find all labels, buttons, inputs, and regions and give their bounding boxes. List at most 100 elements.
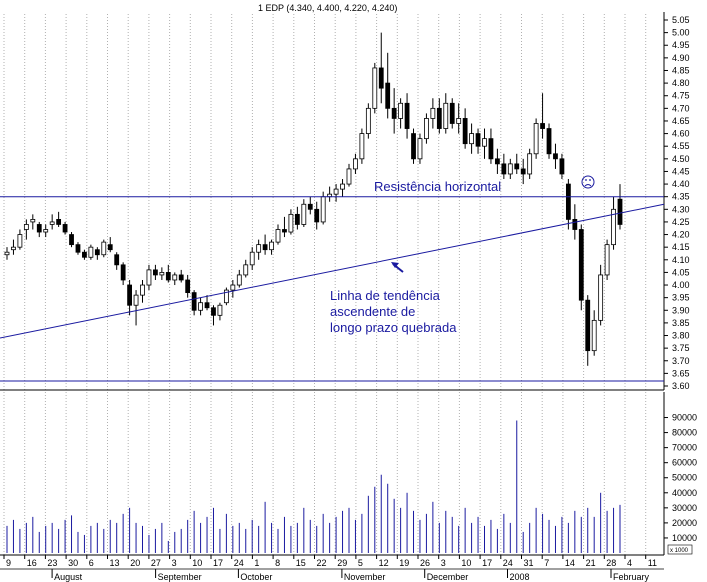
candle-body bbox=[488, 138, 494, 160]
candle-body bbox=[411, 133, 416, 160]
candle-body bbox=[307, 203, 313, 210]
candle-body bbox=[378, 67, 384, 89]
month-label: February bbox=[613, 572, 650, 582]
candle-body bbox=[320, 196, 326, 223]
day-label: 17 bbox=[213, 558, 223, 568]
price-tick-label: 4.60 bbox=[672, 129, 690, 139]
day-label: 16 bbox=[27, 558, 37, 568]
candle-body bbox=[294, 213, 300, 225]
candle-body bbox=[17, 234, 23, 248]
trendline-annotation-line1: Linha de tendência bbox=[330, 288, 441, 303]
day-label: 13 bbox=[110, 558, 120, 568]
candle-body bbox=[494, 158, 500, 165]
candle-body bbox=[482, 138, 487, 147]
candle-body bbox=[198, 302, 203, 311]
month-label: October bbox=[240, 572, 272, 582]
candle-body bbox=[62, 224, 68, 233]
day-label: 23 bbox=[47, 558, 57, 568]
day-label: 3 bbox=[172, 558, 177, 568]
candle-body bbox=[243, 264, 249, 276]
candle-body bbox=[185, 279, 191, 294]
price-tick-label: 3.60 bbox=[672, 381, 690, 391]
price-tick-label: 4.20 bbox=[672, 230, 690, 240]
candle-body bbox=[553, 153, 558, 160]
candle-body bbox=[514, 163, 520, 170]
day-label: 10 bbox=[192, 558, 202, 568]
price-tick-label: 3.90 bbox=[672, 305, 690, 315]
candle-body bbox=[127, 284, 133, 306]
candle-body bbox=[353, 158, 358, 170]
price-tick-label: 3.70 bbox=[672, 356, 690, 366]
candle-body bbox=[146, 269, 152, 286]
candle-body bbox=[217, 304, 223, 316]
day-label: 14 bbox=[565, 558, 575, 568]
volume-unit-label: x 1000 bbox=[667, 544, 693, 555]
price-tick-label: 4.55 bbox=[672, 141, 690, 151]
candle-body bbox=[191, 292, 197, 311]
candle-body bbox=[391, 107, 397, 119]
price-tick-label: 4.85 bbox=[672, 65, 690, 75]
candle-body bbox=[269, 241, 274, 251]
day-label: 17 bbox=[482, 558, 492, 568]
price-axis: 5.05 5.00 4.95 4.90 4.85 4.80 4.75 4.70 4.65 4.60… bbox=[664, 15, 690, 391]
candle-body bbox=[172, 274, 178, 281]
date-axis: 9 16 23 30 6 13 20 27 3 10 17 24 1 8 15 22 29 5 12 19 26 3 10 1… bbox=[0, 555, 664, 582]
candle-body bbox=[533, 123, 539, 155]
candle-body bbox=[469, 133, 474, 145]
arrow-icon bbox=[391, 262, 404, 273]
volume-bars bbox=[6, 420, 621, 553]
volume-tick-label: 60000 bbox=[672, 458, 697, 468]
candle-body bbox=[404, 102, 410, 129]
svg-text:x 1000: x 1000 bbox=[670, 548, 689, 554]
candle-body bbox=[346, 168, 352, 185]
candle-body bbox=[598, 274, 604, 321]
day-label: 28 bbox=[606, 558, 616, 568]
month-label: 2008 bbox=[510, 572, 530, 582]
candle-body bbox=[94, 249, 100, 256]
candle-body bbox=[462, 118, 468, 145]
day-label: 11 bbox=[648, 558, 657, 568]
price-tick-label: 3.95 bbox=[672, 293, 690, 303]
price-tick-label: 5.05 bbox=[672, 15, 690, 25]
day-label: 7 bbox=[544, 558, 549, 568]
volume-axis: 90000 80000 70000 60000 50000 40000 30000 20000… bbox=[664, 413, 697, 543]
day-label: 15 bbox=[296, 558, 306, 568]
month-label: December bbox=[427, 572, 469, 582]
price-tick-label: 4.80 bbox=[672, 78, 690, 88]
candle-body bbox=[49, 221, 55, 225]
candle-body bbox=[282, 229, 287, 233]
candle-body bbox=[43, 229, 49, 233]
candle-body bbox=[611, 208, 616, 246]
candle-body bbox=[333, 188, 339, 195]
candle-body bbox=[385, 82, 391, 109]
day-label: 30 bbox=[68, 558, 78, 568]
chart-title: 1 EDP (4.340, 4.400, 4.220, 4.240) bbox=[258, 3, 397, 13]
candle-body bbox=[585, 299, 591, 352]
candle-body bbox=[520, 168, 526, 175]
candle-body bbox=[449, 102, 455, 124]
candle-body bbox=[230, 284, 236, 291]
candle-body bbox=[507, 163, 513, 175]
volume-tick-label: 80000 bbox=[672, 428, 697, 438]
candle-body bbox=[527, 153, 533, 175]
day-label: 12 bbox=[379, 558, 389, 568]
candle-body bbox=[153, 269, 158, 276]
day-label: 24 bbox=[234, 558, 244, 568]
candle-body bbox=[256, 244, 262, 253]
day-label: 6 bbox=[89, 558, 94, 568]
candle-body bbox=[56, 219, 62, 225]
candle-body bbox=[204, 302, 210, 309]
candle-body bbox=[591, 319, 597, 352]
price-tick-label: 4.25 bbox=[672, 217, 690, 227]
month-label: November bbox=[344, 572, 386, 582]
candle-body bbox=[101, 241, 107, 256]
candle-body bbox=[23, 224, 29, 230]
price-tick-label: 3.65 bbox=[672, 368, 690, 378]
candle-body bbox=[436, 107, 442, 129]
candle-body bbox=[30, 219, 36, 223]
candle-body bbox=[424, 118, 429, 140]
candle-body bbox=[236, 274, 242, 286]
candle-body bbox=[365, 107, 371, 134]
day-label: 4 bbox=[627, 558, 632, 568]
